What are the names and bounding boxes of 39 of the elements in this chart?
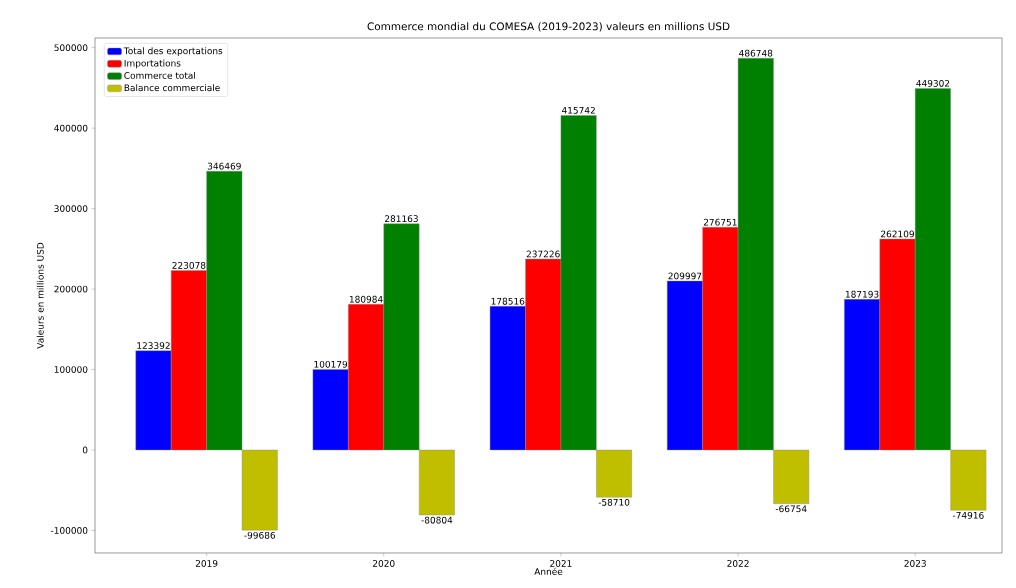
data-label: 281163	[385, 215, 418, 223]
legend-label: Balance commerciale	[124, 84, 220, 92]
legend-label: Importations	[124, 59, 181, 69]
data-label: -99686	[244, 531, 276, 539]
data-label: -80804	[421, 516, 453, 524]
data-label: -66754	[775, 505, 807, 513]
y-tick-label: 500000	[54, 44, 88, 52]
data-label: 123392	[137, 342, 170, 349]
data-label: 449302	[916, 79, 950, 87]
y-axis-title: Valeurs en millions USD	[36, 242, 44, 349]
data-label: 346469	[207, 162, 241, 170]
x-tick-label: 2020	[373, 560, 395, 567]
data-label: 180984	[349, 295, 383, 303]
data-label: 223078	[172, 262, 206, 269]
x-tick-label: 2021	[550, 560, 572, 567]
data-label: -58710	[598, 498, 630, 506]
y-tick-label: 400000	[54, 124, 88, 132]
legend-label: Total des exportations	[123, 47, 223, 56]
x-tick-label: 2019	[195, 560, 218, 567]
y-tick-label: 100000	[54, 366, 88, 373]
y-tick-label: -100000	[50, 527, 88, 534]
data-label: 100179	[314, 360, 348, 368]
y-tick-label: 300000	[54, 205, 88, 212]
chart-title: Commerce mondial du COMESA (2019-2023) valeurs en millions USD	[367, 22, 730, 32]
y-tick-label: 0	[82, 446, 88, 454]
data-label: 262109	[881, 230, 914, 238]
data-label: 187193	[845, 290, 879, 298]
data-label: 415742	[561, 106, 595, 114]
data-label: -74916	[952, 511, 984, 519]
y-tick-label: 200000	[54, 285, 88, 293]
data-label: 178516	[491, 297, 525, 305]
x-axis-title: Année	[534, 567, 563, 575]
x-tick-label: 2022	[727, 560, 749, 567]
data-label: 237226	[526, 250, 560, 258]
data-label: 276751	[703, 218, 737, 226]
data-label: 209997	[668, 272, 702, 280]
data-label: 486748	[739, 49, 773, 57]
x-tick-label: 2023	[904, 560, 926, 567]
legend-label: Commerce total	[124, 71, 195, 79]
